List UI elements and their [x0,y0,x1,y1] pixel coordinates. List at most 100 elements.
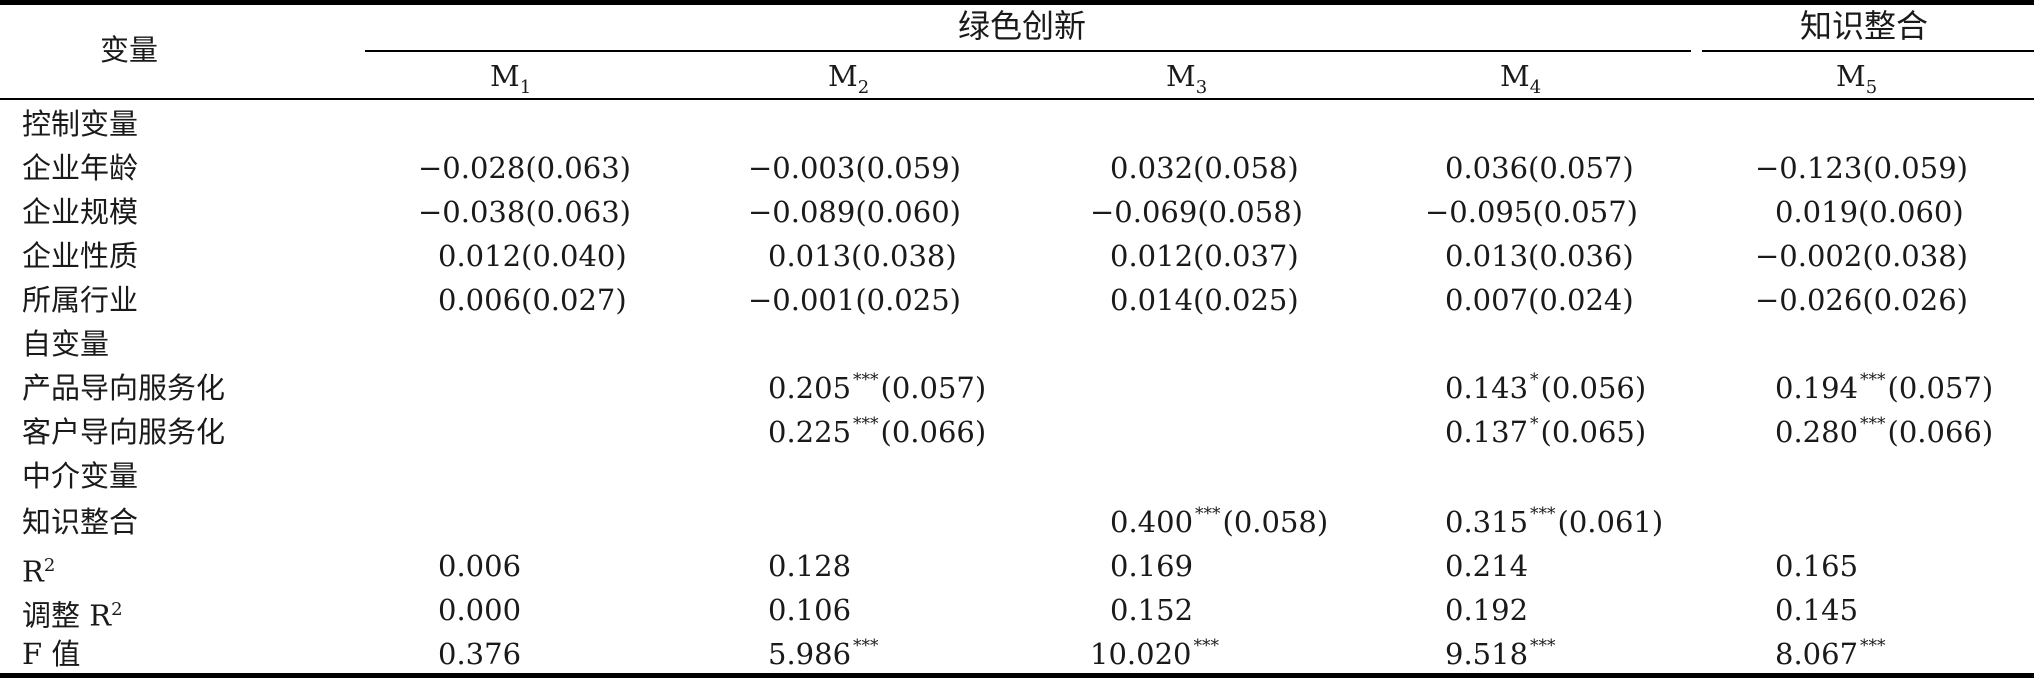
coefficient-value: 8.067 [1775,637,1859,671]
coefficient-value: 0.036 [1445,151,1529,185]
coefficient-value: −0.123 [1755,151,1863,185]
table-cell: 0.165 [1775,546,1858,586]
table-cell: 0.012(0.037) [1110,236,1299,276]
coefficient-value: 0.012 [438,239,522,273]
significance-stars: *** [1860,414,1886,434]
table-cell: 0.013(0.038) [768,236,957,276]
standard-error: (0.057) [1532,195,1638,229]
standard-error: (0.063) [525,195,631,229]
significance-stars: *** [853,370,879,390]
table-bottom-rule [0,673,2034,678]
coefficient-value: 0.106 [768,593,852,627]
table-cell: 0.400 ***(0.058) [1110,502,1328,547]
row-label-text: 中介变量 [22,459,139,493]
coefficient-value: 0.214 [1445,549,1529,583]
coefficient-value: 0.013 [768,239,852,273]
group-rule-knowledge-integration [1702,50,2034,52]
coefficient-value: 0.006 [438,549,522,583]
standard-error: (0.024) [1528,283,1634,317]
coefficient-value: 5.986 [768,637,852,671]
coefficient-value: −0.028 [418,151,526,185]
significance-stars: * [1530,370,1539,390]
row-label-superscript: 2 [111,599,123,620]
table-cell: 0.143 *(0.056) [1445,368,1646,413]
row-label: 企业规模 [22,192,138,232]
row-label-text: R [22,554,44,589]
model-header-label: M [1166,59,1196,93]
model-header-label: M [1500,59,1530,93]
coefficient-value: 0.014 [1110,283,1194,317]
table-cell: 0.019(0.060) [1775,192,1964,232]
coefficient-value: 0.315 [1445,505,1529,539]
row-label-text: 所属行业 [22,283,139,317]
coefficient-value: −0.001 [748,283,856,317]
coefficient-value: −0.069 [1090,195,1198,229]
standard-error: (0.060) [1858,195,1964,229]
standard-error: (0.036) [1528,239,1634,273]
coefficient-value: 0.019 [1775,195,1859,229]
model-header-1: M1 [490,56,531,108]
model-header-subscript: 5 [1865,76,1878,98]
row-label-text: F 值 [22,637,81,671]
table-cell: 0.006 [438,546,521,586]
model-header-subscript: 2 [857,76,870,98]
row-label-text: 客户导向服务化 [22,415,226,449]
table-cell: −0.095(0.057) [1425,192,1638,232]
table-cell: 0.192 [1445,590,1528,630]
model-header-label: M [828,59,858,93]
row-label: 自变量 [22,324,109,364]
table-cell: 0.000 [438,590,521,630]
row-label-superscript: 2 [43,555,56,576]
coefficient-value: 0.169 [1110,549,1194,583]
standard-error: (0.057) [1528,151,1634,185]
coefficient-value: −0.038 [418,195,526,229]
table-cell: 0.032(0.058) [1110,148,1299,188]
coefficient-value: 0.400 [1110,505,1194,539]
table-cell: 0.128 [768,546,851,586]
table-cell: 0.014(0.025) [1110,280,1299,320]
standard-error: (0.058) [1197,195,1303,229]
row-label-text: 企业年龄 [22,151,139,185]
table-cell: 0.137 *(0.065) [1445,412,1646,457]
table-cell: 9.518 *** [1445,634,1558,679]
model-header-subscript: 4 [1529,76,1542,98]
table-cell: 0.194 ***(0.057) [1775,368,1993,413]
coefficient-value: 0.192 [1445,593,1529,627]
row-label-text: 控制变量 [22,107,139,141]
coefficient-value: −0.095 [1425,195,1533,229]
group-header-knowledge-integration: 知识整合 [1800,7,1929,45]
standard-error: (0.059) [1862,151,1968,185]
standard-error: (0.060) [855,195,961,229]
coefficient-value: 0.194 [1775,371,1859,405]
table-cell: 0.036(0.057) [1445,148,1634,188]
significance-stars: *** [853,636,879,656]
standard-error: (0.057) [880,371,987,405]
significance-stars: * [1530,414,1539,434]
row-label: 企业性质 [22,236,138,276]
row-label-text: 自变量 [22,327,110,361]
standard-error: (0.058) [1193,151,1299,185]
model-header-4: M4 [1500,56,1541,108]
table-cell: −0.123(0.059) [1755,148,1968,188]
standard-error: (0.057) [1887,371,1994,405]
table-cell: 0.006(0.027) [438,280,627,320]
standard-error: (0.027) [521,283,627,317]
table-cell: −0.038(0.063) [418,192,631,232]
coefficient-value: 0.128 [768,549,852,583]
row-label: 知识整合 [22,502,138,542]
row-label-text: 企业性质 [22,239,139,273]
table-cell: 0.106 [768,590,851,630]
table-cell: −0.028(0.063) [418,148,631,188]
table-cell: 0.013(0.036) [1445,236,1634,276]
table-cell: 0.012(0.040) [438,236,627,276]
table-cell: 8.067 *** [1775,634,1888,679]
coefficient-value: 0.012 [1110,239,1194,273]
coefficient-value: 0.000 [438,593,522,627]
coefficient-value: 0.152 [1110,593,1194,627]
row-label: 客户导向服务化 [22,412,225,452]
table-cell: 0.152 [1110,590,1193,630]
standard-error: (0.059) [855,151,961,185]
table-cell: −0.001(0.025) [748,280,961,320]
coefficient-value: 0.032 [1110,151,1194,185]
standard-error: (0.040) [521,239,627,273]
